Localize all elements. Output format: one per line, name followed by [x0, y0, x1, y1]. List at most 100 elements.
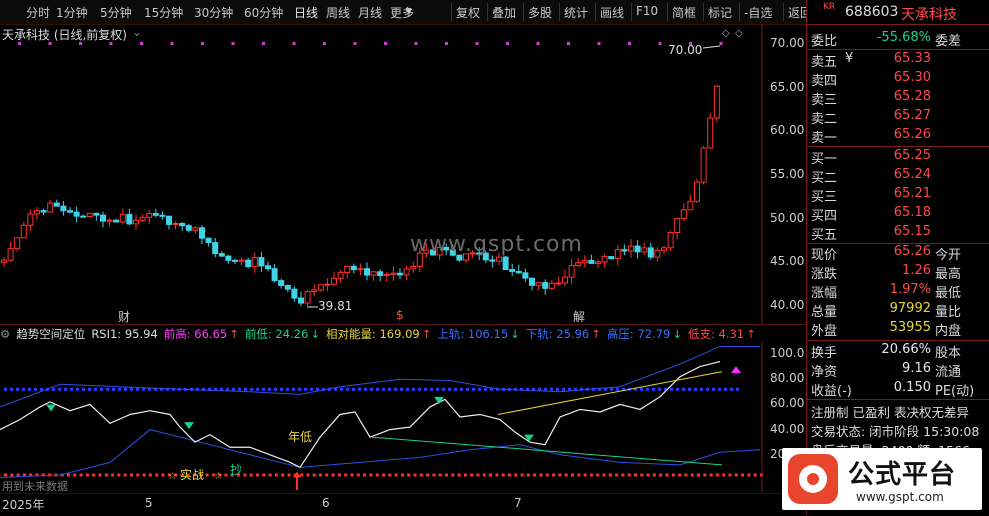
toolbar-2[interactable]: 1分钟 — [56, 6, 88, 20]
future-data-note: 用到未来数据 — [2, 480, 68, 493]
stat-1-row: 现价 65.26 今开 — [811, 244, 986, 263]
weibi-tail: 委差 — [935, 34, 962, 49]
stat2-3-value: 0.150 — [893, 380, 931, 395]
annotation-nian-di: 年低 — [288, 430, 313, 444]
toolbar-5[interactable]: 30分钟 — [194, 6, 234, 20]
chevron-down-icon[interactable]: ⌄ — [132, 25, 143, 39]
toolbar-1[interactable]: 分时 — [26, 6, 51, 20]
sell-2-label: 卖二 — [811, 112, 838, 127]
stat-5-tail: 内盘 — [935, 324, 962, 339]
stat-4-row: 总量 97992 量比 — [811, 301, 986, 320]
toolbar-right-5[interactable]: 画线 — [600, 6, 625, 20]
indicator-tick: 60.00 — [770, 396, 805, 411]
stat-1-tail: 今开 — [935, 248, 962, 263]
toolbar-4[interactable]: 15分钟 — [144, 6, 184, 20]
toolbar-right-2[interactable]: 叠加 — [492, 6, 517, 20]
event-dollar[interactable]: $ — [396, 308, 404, 322]
annotation-chao: 抄 — [230, 463, 243, 477]
buy-1-label: 买一 — [811, 152, 838, 167]
stat-2-row: 涨跌 1.26 最高 — [811, 263, 986, 282]
toolbar-right-1[interactable]: 复权 — [456, 6, 481, 20]
stock-name: 天承科技 — [901, 7, 957, 23]
sell-3-value: 65.28 — [893, 89, 931, 104]
stat2-2-tail: 流通 — [935, 365, 962, 380]
divider — [807, 399, 989, 400]
toolbar-7[interactable]: 日线 — [294, 6, 319, 20]
toolbar-right-4[interactable]: 统计 — [564, 6, 589, 20]
low-label: 39.81 — [318, 299, 353, 313]
indicator-item-7: 低支: 4.31 — [687, 327, 745, 341]
indicator-name: 趋势空间定位 — [16, 327, 86, 341]
sell-5-value: 65.33 — [893, 51, 931, 66]
stat-5-label: 外盘 — [811, 324, 838, 339]
event-jie[interactable]: 解 — [573, 310, 586, 324]
sell-3-label: 卖三 — [811, 93, 838, 108]
sell-4-label: 卖四 — [811, 74, 838, 89]
sell-mark: ¥ — [845, 51, 854, 66]
toolbar-right-7[interactable]: 简框 — [672, 6, 697, 20]
buy-1-row: 买一 65.25 — [811, 148, 986, 167]
arrow-icon: ↑ — [229, 327, 239, 341]
price-tick: 45.00 — [770, 254, 805, 269]
stat-3-label: 涨幅 — [811, 286, 838, 301]
indicator-item-6: 高压: 72.79 — [606, 327, 671, 341]
stat-5-value: 53955 — [889, 320, 931, 335]
toolbar-8[interactable]: 周线 — [326, 6, 351, 20]
indicator-item-4: 上轨: 106.15 — [437, 327, 509, 341]
divider — [807, 49, 989, 50]
arrow-icon: ↓ — [672, 327, 682, 341]
stat2-2-value: 9.16 — [902, 361, 931, 376]
stat-3-value: 1.97% — [889, 282, 931, 297]
kr-badge: KR — [823, 2, 836, 12]
sell-4-value: 65.30 — [893, 70, 931, 85]
arrow-icon: ↓ — [310, 327, 320, 341]
toolbar-right-6[interactable]: F10 — [636, 4, 659, 18]
arrow-icon: ↑ — [591, 327, 601, 341]
high-label: 70.00 — [668, 43, 703, 57]
x-tick-6: 6 — [322, 496, 330, 510]
buy-3-label: 买三 — [811, 190, 838, 205]
sell-2-row: 卖二 65.27 — [811, 108, 986, 127]
stat-5-row: 外盘 53955 内盘 — [811, 320, 986, 339]
buy-2-row: 买二 65.24 — [811, 167, 986, 186]
buy-1-value: 65.25 — [893, 148, 931, 163]
buy-3-value: 65.21 — [893, 186, 931, 201]
sell-2-value: 65.27 — [893, 108, 931, 123]
logo: 公式平台 www.gspt.com — [782, 448, 982, 510]
more-dropdown-icon[interactable]: ▾ — [406, 4, 413, 18]
stat-4-label: 总量 — [811, 305, 838, 320]
stat-1-value: 65.26 — [893, 244, 931, 259]
svg-text:◇: ◇ — [722, 28, 730, 39]
price-tick: 50.00 — [770, 210, 805, 225]
sell-3-row: 卖三 65.28 — [811, 89, 986, 108]
stat2-1-row: 换手 20.66% 股本 — [811, 342, 986, 361]
stat2-1-value: 20.66% — [881, 342, 931, 357]
toolbar-6[interactable]: 60分钟 — [244, 6, 284, 20]
toolbar-10[interactable]: 更多 — [390, 6, 415, 20]
sell-4-row: 卖四 65.30 — [811, 70, 986, 89]
price-tick: 70.00 — [770, 36, 805, 50]
svg-text:☆: ☆ — [214, 471, 223, 482]
toolbar-3[interactable]: 5分钟 — [100, 6, 132, 20]
settings-icon[interactable]: ⚙ — [0, 327, 11, 341]
indicator-tick: 40.00 — [770, 421, 805, 436]
toolbar-right-8[interactable]: 标记 — [708, 6, 733, 20]
indicator-tick: 20 — [770, 446, 786, 461]
toolbar-9[interactable]: 月线 — [358, 6, 383, 20]
sell-5-row: 卖五 65.33 ¥ — [811, 51, 986, 70]
indicator-item-2: 前低: 24.26 — [244, 327, 309, 341]
toolbar-right-3[interactable]: 多股 — [528, 6, 553, 20]
logo-mark — [788, 454, 838, 504]
logo-name: 公式平台 — [848, 460, 957, 490]
stat-3-tail: 最低 — [935, 286, 962, 301]
event-cai[interactable]: 财 — [118, 310, 131, 324]
indicator-bar: ⚙ 趋势空间定位 RSI1: 95.94 前高: 66.65 ↑ 前低: 24.26 ↓ 相对… — [0, 326, 760, 342]
stat2-1-tail: 股本 — [935, 346, 962, 361]
stat-2-tail: 最高 — [935, 267, 962, 282]
arrow-icon: ↑ — [746, 327, 756, 341]
indicator-tick: 80.00 — [770, 371, 805, 386]
toolbar-right-9[interactable]: -自选 — [744, 6, 773, 20]
indicator-item-1: 前高: 66.65 — [163, 327, 228, 341]
stock-code: 688603 — [845, 4, 899, 20]
quote-header: KR 688603 天承科技 — [806, 0, 989, 25]
